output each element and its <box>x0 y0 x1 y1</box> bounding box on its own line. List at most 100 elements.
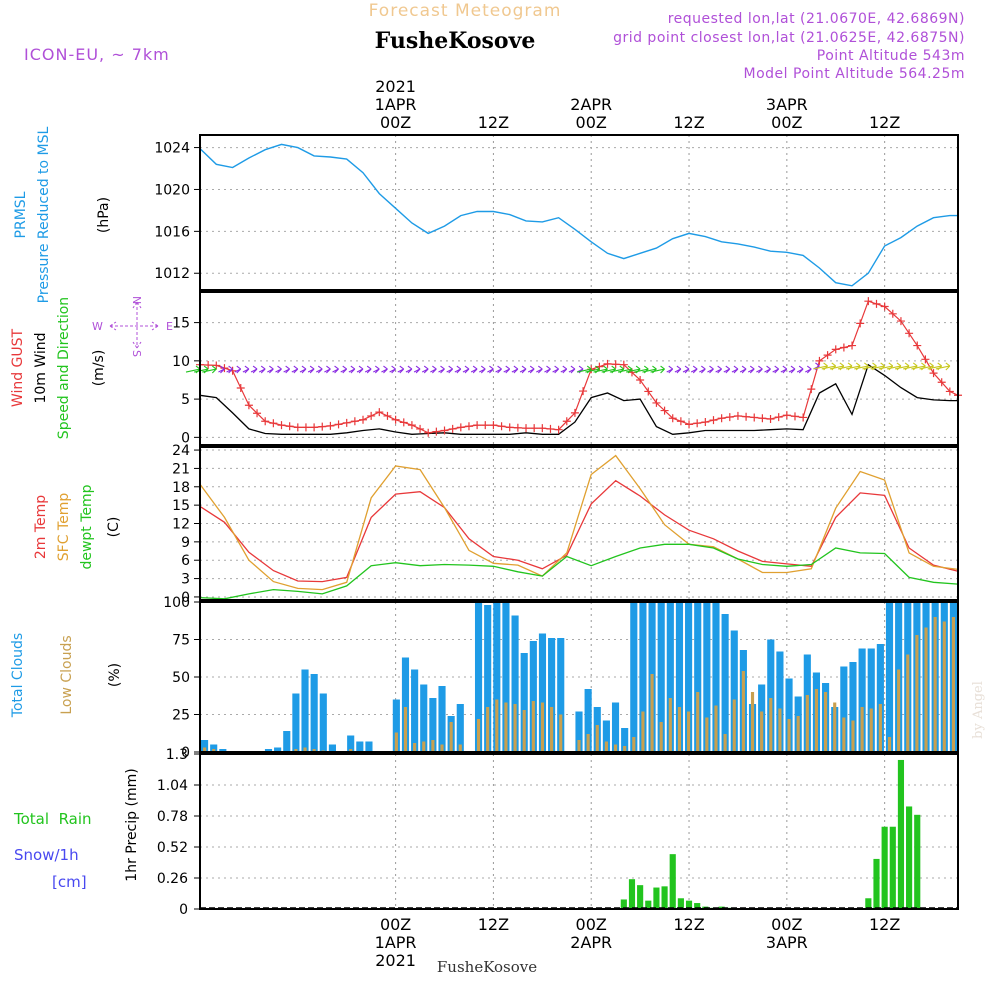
total-clouds-bar <box>520 653 528 752</box>
wind-gust-marker <box>945 387 954 396</box>
bottom-time-label: 00Z <box>380 915 411 934</box>
wind-gust-marker <box>375 408 384 417</box>
wind-gust-marker <box>310 423 319 432</box>
total-clouds-bar <box>401 657 410 752</box>
model-name: ICON-EU, ~ 7km <box>24 45 170 64</box>
low-clouds-bar <box>623 746 627 752</box>
rain-bar <box>685 900 693 909</box>
wind-gust-marker <box>872 299 881 308</box>
wind-gust-marker <box>399 418 408 427</box>
low-clouds-bar <box>677 707 682 752</box>
wind-gust-marker <box>236 384 245 393</box>
rain-bar <box>669 854 676 909</box>
wind-direction-arrow-icon <box>650 365 665 374</box>
compass-arrows-icon <box>109 301 159 349</box>
total-clouds-bar <box>511 615 519 752</box>
low-clouds-bar <box>440 744 444 752</box>
top-time-label: 2021 <box>375 77 416 96</box>
bottom-time-label: 1APR <box>375 933 417 952</box>
temp-sfc-line <box>199 454 959 591</box>
wind-gust-marker <box>603 359 612 368</box>
compass-east: E <box>166 320 173 333</box>
wind-gust-marker <box>668 414 677 423</box>
wind-direction-arrow-icon <box>307 365 315 374</box>
model-point-altitude: Model Point Altitude 564.25m <box>744 66 965 82</box>
wind-direction-arrow-icon <box>250 365 258 374</box>
total-clouds-bar <box>420 684 428 752</box>
wind-gust-marker <box>489 421 498 430</box>
total-clouds-bar <box>849 662 857 752</box>
pressure-unit: (hPa) <box>96 197 112 233</box>
low-clouds-bar <box>750 692 755 752</box>
wind-tick-label: 15 <box>172 316 190 332</box>
wind-direction-arrow-icon <box>340 365 348 374</box>
wind-gust-label: Wind GUST <box>10 328 26 407</box>
low-clouds-bar <box>650 674 654 752</box>
low-clouds-bar <box>869 708 873 752</box>
temp-dewpt-label: dewpt Temp <box>79 484 95 569</box>
rain-bar <box>628 879 636 909</box>
point-altitude: Point Altitude 543m <box>817 48 965 64</box>
precip-tick-label: 0.52 <box>157 840 188 856</box>
wind-gust-marker <box>244 401 253 410</box>
low-clouds-bar <box>723 734 727 752</box>
wind-gust-marker <box>766 414 775 423</box>
wind-gust-marker <box>856 319 865 328</box>
low-clouds-bar <box>577 740 581 752</box>
total-clouds-bar <box>712 602 720 752</box>
wind-gust-marker <box>554 425 563 434</box>
total-clouds-bar <box>347 735 355 752</box>
low-clouds-bar <box>860 707 864 752</box>
total-clouds-bar <box>201 740 209 752</box>
wind-gust-marker <box>937 378 946 387</box>
rain-bar <box>906 806 913 909</box>
wind-direction-arrow-icon <box>373 365 380 374</box>
total-clouds-bar <box>365 741 373 752</box>
total-clouds-bar <box>529 641 537 752</box>
meteogram-title: Forecast Meteogram <box>369 1 562 21</box>
wind-direction-arrow-icon <box>470 365 478 374</box>
bottom-time-label: 12Z <box>673 915 704 934</box>
low-clouds-bar <box>687 711 691 752</box>
low-clouds-bar <box>531 701 535 752</box>
low-clouds-bar <box>449 722 453 752</box>
wind-gust-marker <box>579 387 588 396</box>
rain-bar <box>637 885 644 909</box>
low-clouds-bar <box>394 732 398 752</box>
wind-gust-marker <box>611 360 620 369</box>
wind-direction-arrow-icon <box>503 365 511 374</box>
total-clouds-bar <box>675 602 684 752</box>
low-clouds-bar <box>714 705 718 752</box>
wind-gust-marker <box>424 428 433 437</box>
wind-gust-marker <box>562 417 571 426</box>
wind-direction-arrow-icon <box>544 365 551 374</box>
wind-gust-marker <box>733 411 742 420</box>
wind-gust-marker <box>440 426 449 435</box>
wind-direction-arrow-icon <box>674 365 682 374</box>
wind-gust-marker <box>326 421 335 430</box>
wind-direction-arrow-icon <box>788 365 796 374</box>
wind-gust-marker <box>456 423 465 432</box>
wind-gust-marker <box>839 343 848 352</box>
total-clouds-bar <box>411 669 419 752</box>
rain-bar <box>653 887 660 909</box>
low-clouds-bar <box>203 747 207 752</box>
wind-direction-arrow-icon <box>275 365 282 374</box>
wind-direction-arrow-icon <box>324 365 331 374</box>
total-clouds-bar <box>639 602 647 752</box>
wind-direction-arrow-icon <box>299 365 307 374</box>
low-clouds-bar <box>550 707 554 752</box>
wind-direction-arrow-icon <box>731 365 739 374</box>
low-clouds-bar <box>897 669 901 752</box>
total-clouds-bar <box>301 669 309 752</box>
wind-gust-marker <box>782 411 791 420</box>
compass-south: S <box>130 350 143 357</box>
temp-tick-label: 21 <box>172 461 190 477</box>
bottom-time-label: 12Z <box>478 915 509 934</box>
rain-bar <box>718 906 725 909</box>
wind-direction-arrow-icon <box>364 365 372 374</box>
temp-tick-label: 6 <box>181 553 190 569</box>
wind-gust-marker <box>619 360 628 369</box>
wind-tick-label: 0 <box>181 430 190 446</box>
